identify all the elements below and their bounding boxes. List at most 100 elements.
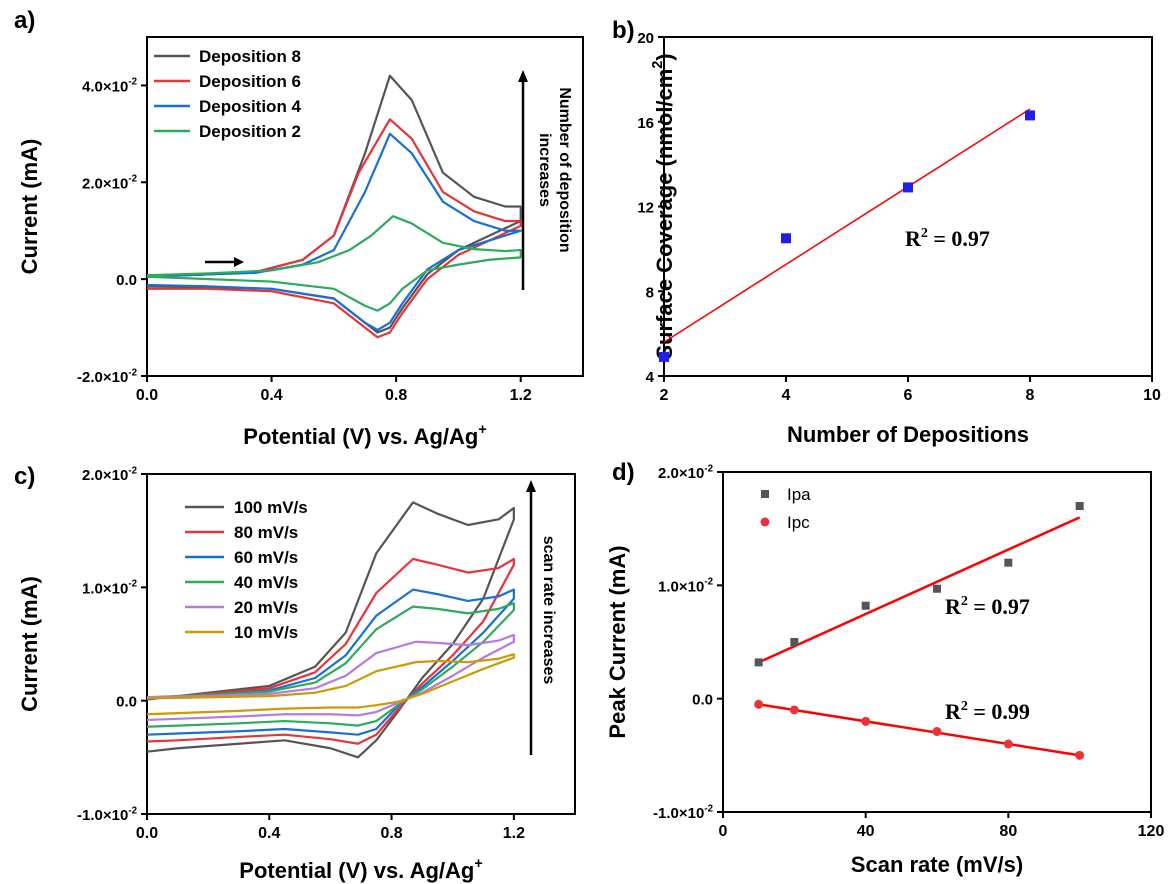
legend-label: Ipc bbox=[787, 513, 810, 532]
panel-label: a) bbox=[14, 7, 35, 34]
legend-label: 40 mV/s bbox=[234, 573, 298, 592]
data-point-ipc bbox=[1075, 750, 1085, 760]
series-line-3 bbox=[146, 588, 515, 736]
data-point-ipa bbox=[933, 584, 941, 593]
data-point-ipa bbox=[861, 601, 870, 610]
y-tick-label: 1.0×10-2 bbox=[658, 577, 714, 596]
plot-frame bbox=[722, 471, 1152, 813]
data-point bbox=[903, 182, 913, 193]
x-tick-label: 0 bbox=[719, 823, 728, 840]
y-tick-label: 2.0×10-2 bbox=[82, 174, 138, 193]
legend-marker bbox=[761, 490, 769, 498]
x-tick-label: 1.2 bbox=[503, 825, 525, 842]
panel-a: 0.0 0.4 0.8 1.2-2.0×10-20.02.0×10-24.0×10-2… bbox=[14, 7, 584, 449]
series-line-2 bbox=[146, 557, 515, 745]
x-tick-label: 2 bbox=[660, 387, 669, 404]
legend-label: 80 mV/s bbox=[234, 523, 298, 542]
x-tick-label: 10 bbox=[1143, 387, 1161, 404]
legend-label: 100 mV/s bbox=[234, 498, 308, 517]
fit-line-ipc bbox=[758, 703, 1080, 757]
fit-line-ipa bbox=[758, 516, 1081, 664]
x-tick-label: 80 bbox=[999, 823, 1017, 840]
x-tick-label: 40 bbox=[857, 823, 875, 840]
y-tick-label: 0.0 bbox=[116, 694, 137, 711]
increase-arrow-head bbox=[526, 480, 536, 492]
x-tick-label: 8 bbox=[1026, 387, 1035, 404]
series-line-4 bbox=[146, 602, 515, 728]
y-tick-label: 8 bbox=[646, 284, 654, 301]
y-axis-label: Current (mA) bbox=[17, 576, 42, 712]
data-point bbox=[1025, 110, 1035, 121]
panel-c: 0.0 0.4 0.8 1.2-1.0×10-20.01.0×10-22.0×10-2… bbox=[14, 463, 576, 883]
data-point-ipc bbox=[1003, 739, 1013, 749]
y-tick-label: -2.0×10-2 bbox=[77, 367, 138, 386]
y-tick-label: 1.0×10-2 bbox=[82, 579, 138, 598]
data-point-ipc bbox=[861, 716, 871, 726]
legend-label: 10 mV/s bbox=[234, 623, 298, 642]
series-line-2 bbox=[146, 118, 522, 339]
y-tick-label: 12 bbox=[637, 200, 654, 217]
y-tick-label: 4 bbox=[646, 369, 655, 386]
y-tick-label: 0.0 bbox=[692, 692, 713, 709]
x-axis-label: Number of Depositions bbox=[787, 422, 1029, 447]
r-squared-label: R2 = 0.97 bbox=[945, 594, 1030, 619]
x-tick-label: 0.4 bbox=[258, 825, 280, 842]
x-tick-label: 0.4 bbox=[260, 387, 282, 404]
y-tick-label: 16 bbox=[637, 115, 654, 132]
x-axis-label: Potential (V) vs. Ag/Ag+ bbox=[239, 856, 482, 883]
legend-label: Ipa bbox=[787, 485, 811, 504]
y-tick-label: -1.0×10-2 bbox=[653, 803, 714, 822]
data-point-ipa bbox=[754, 658, 763, 667]
x-tick-label: 120 bbox=[1138, 823, 1165, 840]
x-tick-label: 0.8 bbox=[380, 825, 402, 842]
x-tick-label: 0.0 bbox=[136, 825, 158, 842]
x-tick-label: 6 bbox=[904, 387, 913, 404]
y-tick-label: 0.0 bbox=[116, 272, 137, 289]
data-point bbox=[781, 233, 791, 244]
y-axis-label: Surface Coverage (nmol/cm2) bbox=[650, 53, 677, 359]
legend-label: Deposition 6 bbox=[199, 72, 301, 91]
legend-label: Deposition 4 bbox=[199, 97, 302, 116]
plot-frame bbox=[663, 36, 1153, 377]
r-squared-label: R2 = 0.97 bbox=[905, 226, 990, 251]
y-tick-label: -1.0×10-2 bbox=[77, 805, 138, 824]
panel-label: b) bbox=[612, 17, 635, 44]
fit-line bbox=[663, 108, 1031, 343]
legend-label: Deposition 2 bbox=[199, 122, 301, 141]
x-tick-label: 1.2 bbox=[510, 387, 532, 404]
increase-arrow-head bbox=[518, 70, 528, 82]
direction-arrow-head bbox=[234, 257, 244, 267]
y-axis-label: Peak Current (mA) bbox=[605, 545, 630, 738]
series-line-3 bbox=[146, 132, 522, 332]
y-tick-label: 2.0×10-2 bbox=[82, 465, 138, 484]
annotation-line-1: Number of deposition bbox=[556, 87, 573, 252]
series-line-6 bbox=[146, 653, 515, 716]
r-squared-label: R2 = 0.99 bbox=[945, 699, 1030, 724]
legend-label: 20 mV/s bbox=[234, 598, 298, 617]
plot-frame bbox=[146, 473, 576, 815]
data-point-ipc bbox=[932, 727, 942, 737]
plot-frame bbox=[146, 36, 584, 377]
data-point-ipc bbox=[789, 705, 799, 715]
y-tick-label: 2.0×10-2 bbox=[658, 463, 714, 482]
data-point-ipa bbox=[1075, 502, 1084, 510]
series-line-4 bbox=[146, 215, 522, 312]
panel-label: d) bbox=[612, 459, 635, 486]
legend-label: Deposition 8 bbox=[199, 47, 301, 66]
legend-label: 60 mV/s bbox=[234, 548, 298, 567]
data-point bbox=[659, 351, 669, 362]
legend-marker bbox=[760, 517, 770, 527]
x-axis-label: Potential (V) vs. Ag/Ag+ bbox=[243, 422, 486, 449]
panel-label: c) bbox=[14, 463, 35, 490]
y-tick-label: 4.0×10-2 bbox=[82, 77, 138, 96]
x-tick-label: 0.0 bbox=[136, 387, 158, 404]
data-point-ipc bbox=[754, 699, 764, 709]
data-point-ipa bbox=[1004, 558, 1013, 567]
y-tick-label: 20 bbox=[637, 30, 654, 47]
series-line-5 bbox=[146, 633, 515, 722]
x-axis-label: Scan rate (mV/s) bbox=[851, 852, 1023, 877]
y-axis-label: Current (mA) bbox=[17, 139, 42, 275]
series-line-1 bbox=[146, 501, 515, 759]
